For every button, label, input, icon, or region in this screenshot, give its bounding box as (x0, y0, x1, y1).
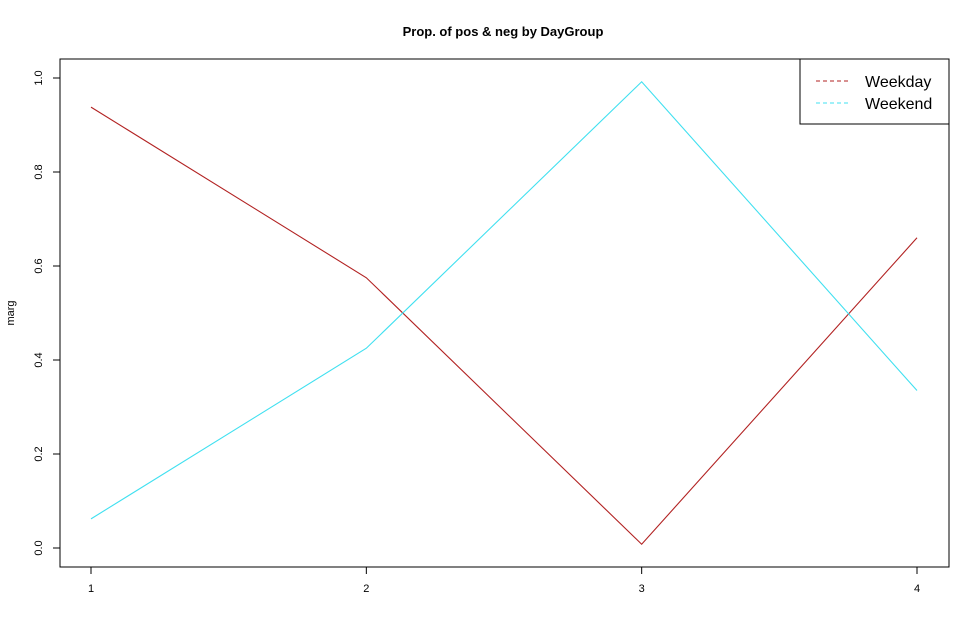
y-tick-label: 0.2 (33, 446, 45, 461)
x-tick-label: 1 (88, 583, 94, 595)
plot-frame (59, 58, 950, 568)
legend-box (799, 58, 950, 125)
legend: Weekday Weekend (799, 58, 950, 125)
y-tick-label: 0.0 (33, 540, 45, 555)
chart-title: Prop. of pos & neg by DayGroup (403, 24, 604, 39)
y-tick-label: 0.8 (33, 164, 45, 179)
series-line-weekend (90, 80, 918, 520)
series-line-weekday (90, 106, 918, 546)
x-tick-label: 2 (363, 583, 369, 595)
y-tick-label: 0.6 (33, 258, 45, 273)
legend-label-weekend: Weekend (865, 96, 932, 113)
series-layer (90, 80, 918, 546)
x-axis: 1 2 3 4 (88, 566, 920, 595)
x-tick-label: 3 (639, 583, 645, 595)
y-axis-label: marg (5, 300, 17, 325)
y-tick-label: 0.4 (33, 352, 45, 367)
legend-label-weekday: Weekday (865, 74, 931, 91)
x-tick-label: 4 (914, 583, 920, 595)
y-tick-label: 1.0 (33, 70, 45, 85)
y-axis: 0.0 0.2 0.4 0.6 0.8 1.0 (33, 70, 61, 556)
